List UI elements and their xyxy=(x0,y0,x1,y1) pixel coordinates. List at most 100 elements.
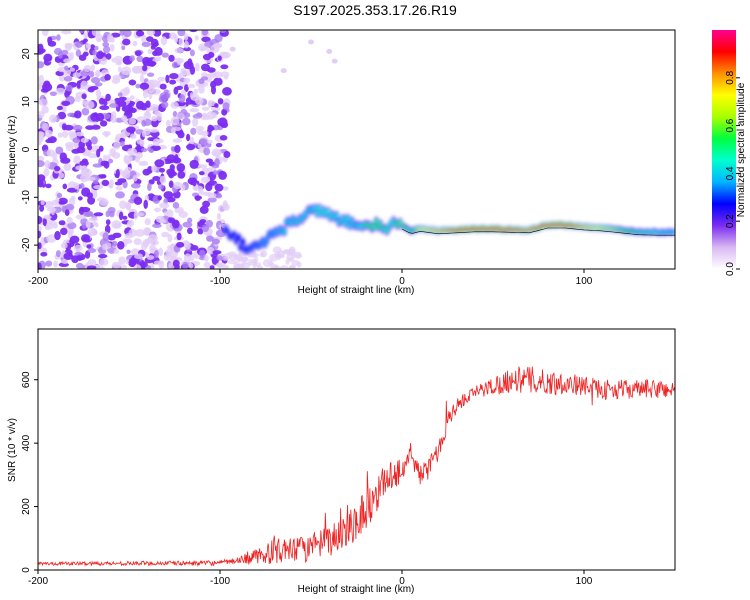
colorbar-ramp xyxy=(712,30,736,269)
noise-blob xyxy=(81,223,87,230)
noise-blob xyxy=(201,106,210,111)
noise-blob xyxy=(44,201,54,209)
noise-blob xyxy=(142,64,148,72)
noise-blob xyxy=(246,261,257,266)
noise-blob xyxy=(286,254,295,261)
noise-blob xyxy=(202,200,211,208)
colorbar: 0.0 0.2 0.4 0.6 0.8 Normalized spectral ampl… xyxy=(712,30,747,276)
noise-blob xyxy=(151,115,158,122)
noise-blob xyxy=(147,60,157,67)
noise-blob xyxy=(176,163,186,172)
noise-blob xyxy=(72,124,83,131)
noise-blob xyxy=(74,110,82,119)
noise-blob xyxy=(49,212,58,221)
noise-blob xyxy=(135,151,143,159)
noise-blob xyxy=(195,125,205,131)
noise-blob xyxy=(143,128,151,136)
noise-blob xyxy=(136,100,145,110)
noise-blob xyxy=(134,229,146,237)
ridge-core xyxy=(671,230,675,234)
noise-blob xyxy=(134,50,142,57)
noise-blob xyxy=(90,112,99,122)
noise-blob xyxy=(144,218,151,226)
noise-blob xyxy=(198,78,205,85)
noise-blob xyxy=(128,117,137,125)
noise-blob xyxy=(135,83,141,89)
noise-blob xyxy=(99,258,109,266)
noise-blob xyxy=(92,163,103,168)
noise-blob xyxy=(170,146,176,152)
noise-blob xyxy=(73,182,80,190)
noise-blob xyxy=(190,127,197,135)
noise-blob xyxy=(174,144,181,154)
noise-blob xyxy=(288,265,296,269)
noise-blob xyxy=(124,233,134,239)
noise-blob xyxy=(63,163,72,172)
noise-blob xyxy=(172,110,178,118)
noise-blob xyxy=(192,118,199,127)
noise-blob xyxy=(86,42,91,49)
noise-blob xyxy=(152,50,159,57)
noise-blob xyxy=(87,259,97,266)
noise-blob xyxy=(168,54,175,62)
noise-blob xyxy=(138,160,149,166)
noise-blob xyxy=(152,223,162,228)
noise-blob xyxy=(170,101,179,109)
noise-blob xyxy=(124,155,133,163)
snr-panel: -200 -100 0 100 0 200 400 600 Height of straig… xyxy=(7,328,676,595)
noise-blob xyxy=(60,157,71,164)
noise-blob xyxy=(262,259,273,268)
noise-blob xyxy=(127,147,138,156)
noise-blob xyxy=(114,136,121,142)
noise-blob xyxy=(70,195,76,201)
noise-blob xyxy=(92,221,98,226)
noise-blob xyxy=(114,181,123,186)
noise-blob xyxy=(39,204,45,212)
noise-blob xyxy=(74,96,81,103)
noise-blob xyxy=(139,82,150,90)
noise-blob xyxy=(63,76,73,82)
noise-blob xyxy=(190,245,199,251)
noise-blob xyxy=(221,51,231,59)
noise-blob xyxy=(87,248,97,253)
noise-blob xyxy=(117,92,123,97)
noise-blob xyxy=(215,142,223,148)
noise-blob xyxy=(147,48,153,54)
noise-blob xyxy=(207,139,213,144)
noise-blob xyxy=(159,202,170,209)
noise-blob xyxy=(80,137,89,143)
noise-blob xyxy=(275,265,281,269)
noise-blob xyxy=(43,168,50,177)
noise-blob xyxy=(78,140,85,150)
noise-blob xyxy=(102,232,109,242)
noise-blob xyxy=(147,182,152,192)
noise-blob xyxy=(44,129,53,138)
noise-blob xyxy=(154,110,161,116)
noise-blob xyxy=(96,51,105,60)
noise-blob xyxy=(153,250,159,259)
noise-blob xyxy=(197,143,202,149)
noise-blob xyxy=(178,37,183,47)
noise-blob xyxy=(203,147,211,156)
noise-blob xyxy=(130,133,137,139)
noise-blob xyxy=(66,217,73,224)
noise-blob xyxy=(209,125,214,130)
colorbar-label: Normalized spectral amplitude xyxy=(736,82,747,217)
noise-blob xyxy=(122,38,131,46)
noise-blob xyxy=(98,254,108,259)
noise-blob xyxy=(159,219,167,224)
snr-series-line xyxy=(38,366,675,568)
noise-blob xyxy=(129,55,135,62)
noise-blob xyxy=(47,36,53,45)
noise-blob xyxy=(216,213,221,220)
noise-blob xyxy=(38,225,42,232)
noise-blob xyxy=(68,130,77,138)
noise-blob xyxy=(272,246,282,254)
noise-blob xyxy=(135,212,145,217)
noise-blob xyxy=(174,47,184,54)
noise-blob xyxy=(100,174,107,179)
noise-blob xyxy=(141,119,147,127)
noise-blob xyxy=(100,160,109,167)
noise-blob xyxy=(80,206,91,213)
noise-blob xyxy=(207,100,216,107)
